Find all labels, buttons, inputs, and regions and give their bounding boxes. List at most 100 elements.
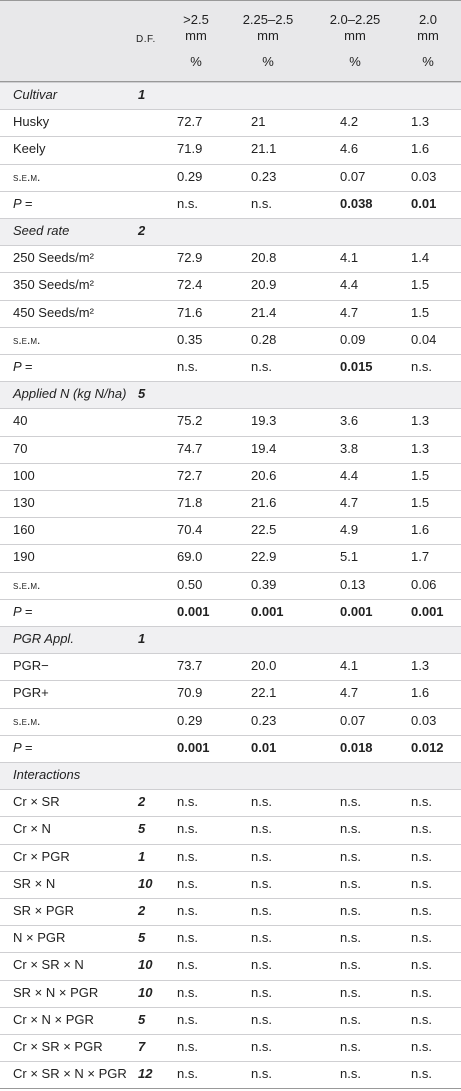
row-label: s.e.m. [13, 169, 41, 184]
row-df: 10 [138, 875, 153, 891]
cell-value: n.s. [251, 794, 272, 810]
cell-value: 0.50 [177, 576, 203, 592]
cell-value: n.s. [177, 984, 198, 1000]
cell-value: 4.7 [340, 495, 359, 510]
cell-value: 0.06 [411, 576, 437, 592]
cell-value: n.s. [411, 903, 432, 918]
row-label: P = [13, 195, 33, 211]
cell-value: n.s. [251, 957, 272, 973]
table-row [0, 517, 461, 544]
cell-value: 20.0 [251, 658, 277, 674]
cell-value: 1.3 [411, 413, 430, 429]
cell-value: n.s. [251, 930, 272, 946]
cell-value: n.s. [411, 930, 432, 946]
cell-value: 0.001 [251, 603, 284, 619]
cell-value: 0.001 [177, 603, 210, 619]
cell-value: 1.6 [411, 685, 430, 701]
table-row [0, 734, 461, 762]
cell-value: n.s. [177, 848, 198, 864]
section-title: Cultivar [13, 87, 58, 102]
cell-value: 20.6 [251, 467, 277, 483]
row-label: P = [13, 359, 33, 374]
cell-value: n.s. [340, 903, 361, 918]
table-row [0, 653, 461, 680]
row-label: 40 [13, 413, 28, 429]
row-label: Cr × SR × N × PGR [13, 1066, 127, 1082]
cell-value: 22.5 [251, 522, 277, 538]
cell-value: 0.03 [411, 168, 437, 184]
cell-value: 0.23 [251, 712, 277, 728]
table-row [0, 843, 461, 871]
row-label: s.e.m. [13, 713, 41, 728]
table-row [0, 490, 461, 517]
table-row [0, 1034, 461, 1061]
section-row [0, 218, 461, 246]
cell-value: n.s. [177, 930, 198, 946]
cell-value: 0.01 [411, 195, 437, 211]
row-label: Cr × SR [13, 794, 60, 810]
cell-value: n.s. [340, 875, 361, 891]
cell-value: 3.6 [340, 413, 359, 429]
cell-value: 3.8 [340, 440, 359, 456]
cell-value: 21.1 [251, 141, 277, 157]
cell-value: 72.4 [177, 277, 203, 293]
row-df: 10 [138, 984, 153, 1000]
cell-value: 73.7 [177, 658, 203, 674]
cell-value: 0.07 [340, 712, 366, 728]
section-title: Interactions [13, 767, 81, 782]
cell-value: n.s. [340, 821, 361, 837]
table-row [0, 571, 461, 599]
row-label: Cr × N [13, 821, 51, 837]
column-unit: % [262, 54, 274, 69]
cell-value: 0.09 [340, 331, 366, 347]
table-row [0, 979, 461, 1007]
table-row [0, 326, 461, 354]
table-row [0, 136, 461, 163]
table-row [0, 109, 461, 136]
cell-value: 72.7 [177, 467, 203, 483]
table-row [0, 816, 461, 843]
row-label: N × PGR [13, 930, 66, 946]
table-row [0, 190, 461, 218]
header-background [0, 0, 461, 82]
cell-value: n.s. [411, 875, 432, 891]
row-label: PGR+ [13, 685, 49, 701]
table-bottom-rule [0, 1088, 461, 1090]
column-header: 2.25–2.5 mm [242, 12, 294, 43]
cell-value: n.s. [251, 1066, 272, 1082]
table-row [0, 408, 461, 435]
cell-value: 20.8 [251, 250, 277, 266]
cell-value: 0.35 [177, 331, 203, 347]
row-label: SR × N [13, 875, 56, 891]
cell-value: n.s. [177, 957, 198, 973]
cell-value: 1.3 [411, 114, 430, 130]
row-df: 12 [138, 1066, 153, 1082]
section-row [0, 82, 461, 110]
section-title: Applied N (kg N/ha) [13, 386, 127, 402]
row-df: 2 [138, 903, 146, 918]
cell-value: 0.038 [340, 195, 373, 211]
section-row [0, 626, 461, 654]
cell-value: n.s. [411, 1039, 432, 1054]
row-label: SR × PGR [13, 903, 75, 918]
cell-value: n.s. [251, 1039, 272, 1054]
cell-value: n.s. [411, 359, 432, 374]
cell-value: 19.4 [251, 440, 277, 456]
cell-value: n.s. [251, 821, 272, 837]
cell-value: 22.1 [251, 685, 277, 701]
cell-value: 0.001 [411, 603, 444, 619]
row-label: 250 Seeds/m² [13, 250, 94, 266]
cell-value: 19.3 [251, 413, 277, 429]
row-df: 5 [138, 930, 146, 946]
section-row [0, 381, 461, 409]
cell-value: n.s. [177, 875, 198, 891]
cell-value: n.s. [177, 1039, 198, 1054]
row-df: 7 [138, 1039, 146, 1054]
row-df: 2 [138, 794, 146, 810]
cell-value: 4.6 [340, 141, 359, 157]
cell-value: 5.1 [340, 549, 359, 565]
table-row [0, 898, 461, 925]
row-label: Husky [13, 114, 50, 130]
row-label: Cr × N × PGR [13, 1011, 94, 1027]
cell-value: 0.012 [411, 739, 444, 755]
